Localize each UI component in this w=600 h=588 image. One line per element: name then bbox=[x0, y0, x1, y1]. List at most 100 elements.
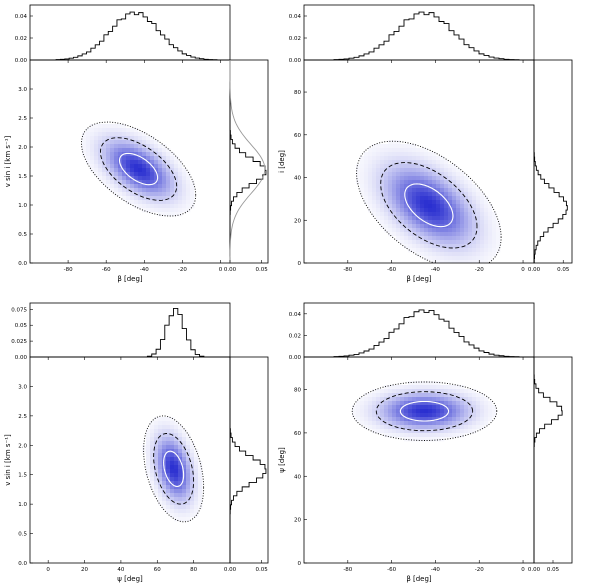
density-cell bbox=[468, 180, 473, 185]
density-cell bbox=[364, 180, 369, 185]
density-cell bbox=[376, 164, 381, 169]
density-cell bbox=[392, 184, 397, 189]
density-cell bbox=[186, 208, 191, 213]
density-cell bbox=[436, 168, 441, 173]
density-cell bbox=[102, 128, 107, 133]
density-cell bbox=[432, 260, 437, 263]
density-cell bbox=[114, 176, 119, 181]
density-cell bbox=[424, 252, 429, 257]
density-cell bbox=[190, 188, 195, 193]
density-cell bbox=[452, 236, 457, 241]
density-cell bbox=[460, 248, 465, 253]
density-cell bbox=[102, 152, 107, 157]
y-tick-label: 60 bbox=[294, 133, 301, 139]
density-cell bbox=[150, 156, 155, 161]
density-cell bbox=[86, 160, 91, 165]
density-cell bbox=[174, 485, 179, 490]
density-cell bbox=[400, 172, 405, 177]
density-cell bbox=[368, 417, 373, 422]
density-cell bbox=[472, 393, 477, 398]
density-cell bbox=[360, 184, 365, 189]
density-cell bbox=[372, 389, 377, 394]
density-cell bbox=[158, 200, 163, 205]
y-axis-label: i [deg] bbox=[278, 150, 286, 173]
density-cell bbox=[460, 208, 465, 213]
density-cell bbox=[174, 481, 179, 486]
density-cell bbox=[416, 156, 421, 161]
density-cell bbox=[384, 168, 389, 173]
density-cell bbox=[396, 393, 401, 398]
density-cell bbox=[444, 389, 449, 394]
density-cell bbox=[440, 232, 445, 237]
density-cell bbox=[464, 429, 469, 434]
density-cell bbox=[412, 437, 417, 442]
density-cell bbox=[372, 401, 377, 406]
density-cell bbox=[432, 409, 437, 414]
density-cell bbox=[412, 401, 417, 406]
density-cell bbox=[464, 212, 469, 217]
density-cell bbox=[440, 433, 445, 438]
density-cell bbox=[114, 148, 119, 153]
density-cell bbox=[154, 429, 159, 434]
density-cell bbox=[400, 224, 405, 229]
density-cell bbox=[424, 401, 429, 406]
density-cell bbox=[158, 152, 163, 157]
x-axis-label: β [deg] bbox=[406, 275, 432, 283]
density-cell bbox=[182, 441, 187, 446]
density-cell bbox=[456, 232, 461, 237]
density-cell bbox=[400, 397, 405, 402]
density-cell bbox=[460, 433, 465, 438]
density-cell bbox=[388, 140, 393, 145]
density-cell bbox=[122, 128, 127, 133]
density-cell bbox=[174, 176, 179, 181]
density-cell bbox=[186, 204, 191, 209]
top-hist-y-tick-label: 0.04 bbox=[289, 312, 302, 318]
density-cell bbox=[166, 457, 171, 462]
density-cell bbox=[94, 168, 99, 173]
density-cell bbox=[134, 148, 139, 153]
density-cell bbox=[158, 192, 163, 197]
density-map bbox=[82, 124, 195, 217]
density-cell bbox=[82, 148, 87, 153]
density-cell bbox=[142, 160, 147, 165]
density-cell bbox=[476, 232, 481, 237]
density-cell bbox=[388, 168, 393, 173]
density-cell bbox=[404, 393, 409, 398]
density-cell bbox=[134, 196, 139, 201]
density-cell bbox=[440, 260, 445, 263]
density-cell bbox=[182, 176, 187, 181]
density-cell bbox=[400, 393, 405, 398]
density-cell bbox=[154, 160, 159, 165]
x-tick-label: 60 bbox=[154, 567, 161, 573]
density-cell bbox=[186, 505, 191, 510]
density-cell bbox=[392, 232, 397, 237]
density-cell bbox=[412, 216, 417, 221]
density-cell bbox=[396, 148, 401, 153]
density-cell bbox=[162, 208, 167, 213]
density-cell bbox=[404, 425, 409, 430]
density-cell bbox=[432, 212, 437, 217]
density-cell bbox=[420, 425, 425, 430]
density-cell bbox=[182, 505, 187, 510]
density-cell bbox=[484, 248, 489, 253]
top-histogram-steps bbox=[304, 309, 534, 358]
density-cell bbox=[484, 200, 489, 205]
density-cell bbox=[142, 156, 147, 161]
density-cell bbox=[440, 156, 445, 161]
density-cell bbox=[186, 501, 191, 506]
density-cell bbox=[146, 208, 151, 213]
density-cell bbox=[472, 244, 477, 249]
density-cell bbox=[480, 421, 485, 426]
density-cell bbox=[174, 208, 179, 213]
density-cell bbox=[186, 449, 191, 454]
density-cell bbox=[476, 220, 481, 225]
density-cell bbox=[146, 188, 151, 193]
density-cell bbox=[166, 421, 171, 426]
density-cell bbox=[186, 441, 191, 446]
density-cell bbox=[122, 124, 127, 129]
density-cell bbox=[174, 449, 179, 454]
density-cell bbox=[460, 429, 465, 434]
density-cell bbox=[190, 445, 195, 450]
density-cell bbox=[464, 220, 469, 225]
density-cell bbox=[162, 421, 167, 426]
